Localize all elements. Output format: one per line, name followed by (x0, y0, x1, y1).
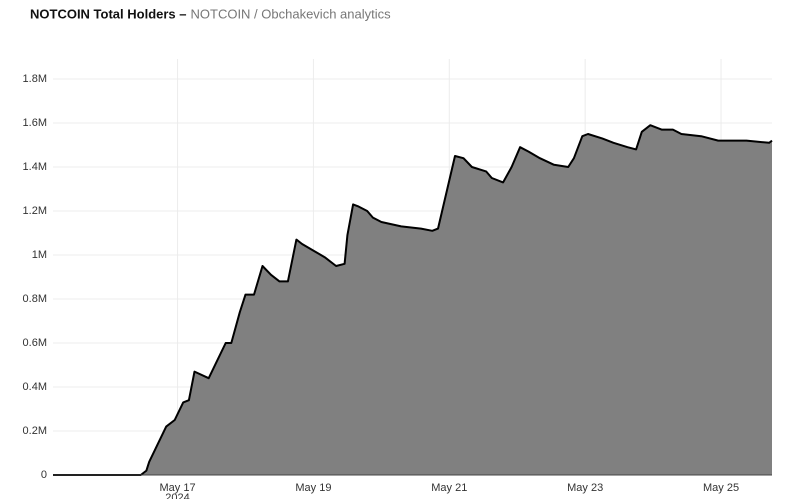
x-tick-label: May 25 (703, 482, 739, 494)
y-tick-label: 0.4M (23, 381, 47, 393)
chart-title: NOTCOIN Total Holders – (30, 6, 187, 21)
x-tick-label: May 17 (160, 482, 196, 494)
line (53, 124, 773, 476)
y-tick-label: 0.6M (23, 337, 47, 349)
y-tick-label: 0.8M (23, 293, 47, 305)
y-tick-label: 1M (32, 249, 47, 261)
y-tick-label: 0 (41, 469, 47, 481)
y-tick-label: 0.2M (23, 425, 47, 437)
x-tick-label: May 21 (431, 482, 467, 494)
area (53, 125, 772, 475)
y-tick-label: 1.4M (23, 161, 47, 173)
y-tick-label: 1.6M (23, 117, 47, 129)
x-tick-label: May 23 (567, 482, 603, 494)
x-tick-label: May 19 (295, 482, 331, 494)
y-tick-label: 1.2M (23, 205, 47, 217)
x-tick-year: 2024 (165, 492, 189, 499)
chart-subtitle: NOTCOIN / Obchakevich analytics (191, 6, 392, 21)
y-tick-label: 1.8M (23, 73, 47, 85)
